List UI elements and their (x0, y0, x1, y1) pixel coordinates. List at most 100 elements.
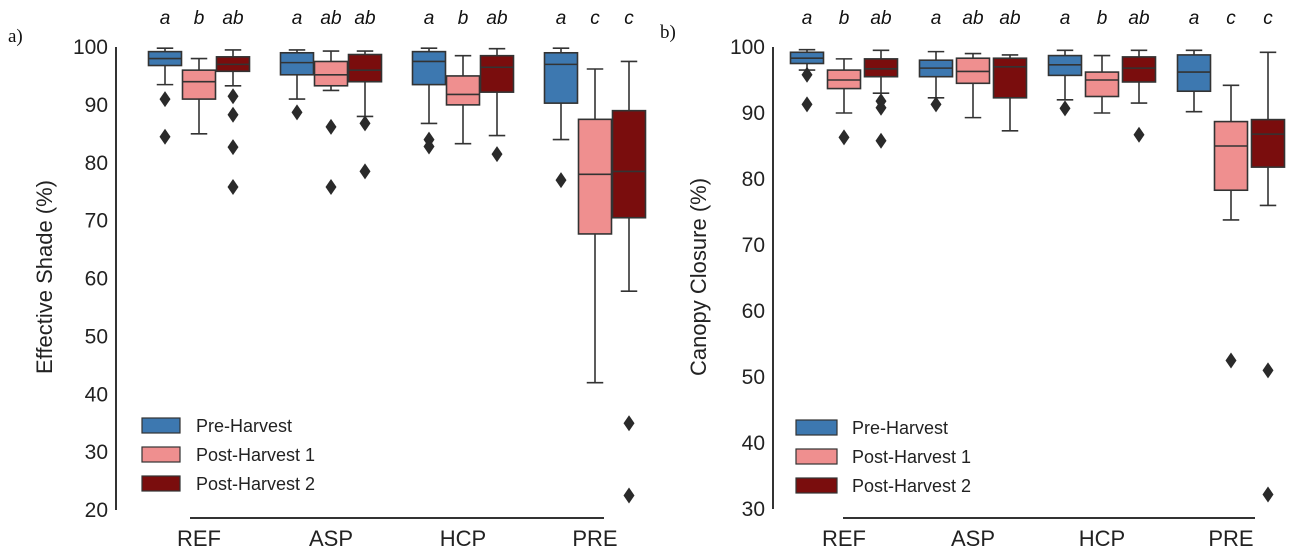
significance-letter: a (931, 8, 942, 29)
box-plot (181, 57, 217, 135)
outlier-marker (875, 99, 887, 116)
box-iqr (863, 58, 899, 78)
legend-label: Post-Harvest 2 (196, 474, 315, 494)
outlier-marker (325, 118, 337, 135)
significance-letter: c (624, 8, 634, 29)
box-plot (543, 47, 579, 189)
outlier-marker (1225, 352, 1237, 369)
box-iqr (577, 118, 613, 235)
y-axis-title: Canopy Closure (%) (686, 178, 711, 376)
outlier-marker (491, 146, 503, 163)
significance-letter: a (424, 8, 435, 29)
box-iqr (543, 51, 579, 104)
x-tick-label: PRE (1208, 526, 1253, 551)
significance-letter: c (1226, 8, 1236, 29)
legend: Pre-Harvest Post-Harvest 1 Post-Harvest 2 (141, 416, 315, 494)
significance-letter: a (1060, 8, 1071, 29)
box-plot (279, 49, 315, 121)
outlier-marker (875, 132, 887, 149)
outlier-marker (227, 88, 239, 105)
y-tick-label: 40 (742, 432, 765, 455)
box-plot (1176, 49, 1212, 113)
x-tick-label: REF (822, 526, 866, 551)
box-iqr (313, 60, 349, 87)
outlier-marker (1059, 100, 1071, 117)
significance-letter: b (1097, 8, 1108, 29)
box-iqr (1084, 71, 1120, 98)
outlier-marker (930, 96, 942, 113)
box-iqr (992, 57, 1028, 99)
y-tick-label: 70 (85, 210, 108, 233)
y-tick-label: 30 (742, 498, 765, 521)
significance-letter: ab (354, 8, 375, 29)
box-iqr (279, 51, 315, 76)
y-tick-label: 70 (742, 234, 765, 257)
legend-label: Pre-Harvest (852, 418, 948, 438)
significance-letter: b (458, 8, 469, 29)
significance-letter: ab (486, 8, 507, 29)
x-tick-label: REF (177, 526, 221, 551)
box-plot (479, 47, 515, 163)
y-tick-label: 80 (742, 168, 765, 191)
box-iqr (1250, 118, 1286, 168)
outlier-marker (227, 139, 239, 156)
legend-label: Post-Harvest 2 (852, 476, 971, 496)
box-iqr (411, 50, 447, 86)
outlier-marker (1133, 126, 1145, 143)
box-plot (445, 54, 481, 145)
significance-letter: ab (870, 8, 891, 29)
y-tick-label: 100 (730, 36, 765, 59)
outlier-marker (801, 66, 813, 83)
box-plot (918, 50, 954, 113)
box-plot (1047, 49, 1083, 117)
y-tick-label: 100 (73, 36, 108, 59)
significance-letter: c (1263, 8, 1273, 29)
box-plot (215, 49, 251, 196)
outlier-marker (325, 179, 337, 196)
y-tick-label: 60 (85, 268, 108, 291)
y-tick-label: 80 (85, 152, 108, 175)
box-plot (577, 68, 613, 384)
significance-letter: a (556, 8, 567, 29)
box-iqr (1213, 120, 1249, 192)
y-axis-title: Effective Shade (%) (32, 180, 57, 374)
significance-letter: a (292, 8, 303, 29)
y-tick-label: 90 (742, 102, 765, 125)
outlier-marker (1262, 486, 1274, 503)
outlier-marker (359, 163, 371, 180)
panel-label: b) (660, 22, 676, 43)
legend-label: Post-Harvest 1 (196, 445, 315, 465)
outlier-marker (623, 487, 635, 504)
outlier-marker (1262, 362, 1274, 379)
significance-letter: a (1189, 8, 1200, 29)
x-tick-label: ASP (309, 526, 353, 551)
significance-letter: a (802, 8, 813, 29)
legend-swatch (795, 419, 838, 436)
y-tick-label: 30 (85, 441, 108, 464)
y-tick-label: 20 (85, 499, 108, 522)
box-iqr (611, 109, 647, 219)
box-plot (1250, 51, 1286, 503)
significance-letter: b (194, 8, 205, 29)
outlier-marker (555, 172, 567, 189)
y-tick-label: 40 (85, 383, 108, 406)
outlier-marker (623, 415, 635, 432)
significance-letter: ab (1128, 8, 1149, 29)
box-iqr (479, 54, 515, 93)
outlier-marker (227, 106, 239, 123)
box-iqr (445, 75, 481, 106)
box-iqr (1176, 54, 1212, 93)
y-tick-label: 50 (742, 366, 765, 389)
legend-label: Post-Harvest 1 (852, 447, 971, 467)
x-tick-label: HCP (1079, 526, 1125, 551)
box-plot (1121, 49, 1157, 143)
box-iqr (347, 53, 383, 83)
panel-a-effective-shade: a) Effective Shade (%) 20 30 40 50 60 70 80 90 1… (8, 8, 647, 551)
legend-swatch (795, 448, 838, 465)
x-tick-label: PRE (572, 526, 617, 551)
outlier-marker (159, 91, 171, 108)
box-iqr (1121, 56, 1157, 83)
box-plot (1213, 84, 1249, 369)
significance-letter: a (160, 8, 171, 29)
